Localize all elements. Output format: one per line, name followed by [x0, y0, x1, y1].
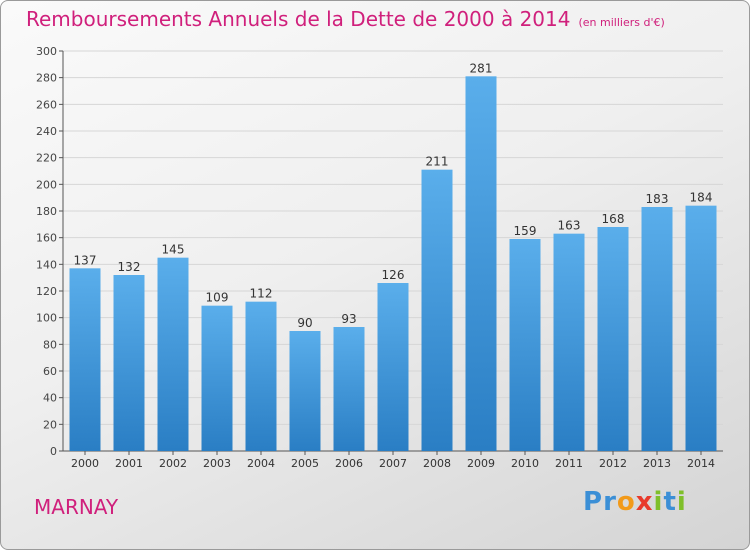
- logo-letter: i: [676, 487, 687, 517]
- x-tick-label-2005: 2005: [291, 457, 319, 470]
- bar-2000: [69, 268, 101, 451]
- value-label-2012: 168: [602, 212, 625, 226]
- y-tick-label: 20: [43, 418, 57, 431]
- bar-layer: [69, 76, 717, 451]
- y-tick-label: 300: [36, 45, 57, 58]
- y-tick-label: 160: [36, 232, 57, 245]
- value-label-2004: 112: [250, 287, 273, 301]
- bar-2002: [157, 257, 189, 451]
- x-tick-label-2004: 2004: [247, 457, 275, 470]
- commune-name: MARNAY: [34, 495, 119, 519]
- y-tick-label: 60: [43, 365, 57, 378]
- x-tick-label-2014: 2014: [687, 457, 715, 470]
- value-label-2002: 145: [162, 243, 185, 257]
- bar-2012: [597, 227, 629, 451]
- logo-letter: x: [635, 487, 654, 517]
- y-tick-label: 0: [50, 445, 57, 458]
- value-label-2003: 109: [206, 291, 229, 305]
- bar-2011: [553, 233, 585, 451]
- value-label-2007: 126: [382, 268, 405, 282]
- y-tick-label: 280: [36, 72, 57, 85]
- value-label-2001: 132: [118, 260, 141, 274]
- chart-title-unit: (en milliers d'€): [578, 16, 665, 29]
- label-layer: 137 132 145 109 112 90 93 126 211 281 159 163 168 183…: [74, 61, 713, 330]
- chart-title-main: Remboursements Annuels de la Dette de 20…: [26, 7, 571, 31]
- value-label-2011: 163: [558, 219, 581, 233]
- value-label-2005: 90: [297, 316, 312, 330]
- axis-layer: 0 20 40 60 80 100 120 140 160 180 200 220 240 260 280 3…: [36, 45, 723, 470]
- bar-2001: [113, 275, 145, 451]
- x-tick-label-2009: 2009: [467, 457, 495, 470]
- x-tick-label-2006: 2006: [335, 457, 363, 470]
- bar-2014: [685, 205, 717, 451]
- value-label-2010: 159: [514, 224, 537, 238]
- value-label-2014: 184: [690, 191, 713, 205]
- logo-letter: i: [653, 487, 664, 517]
- y-tick-label: 100: [36, 312, 57, 325]
- x-tick-label-2000: 2000: [71, 457, 99, 470]
- value-label-2006: 93: [341, 312, 356, 326]
- x-tick-label-2013: 2013: [643, 457, 671, 470]
- bar-2005: [289, 331, 321, 451]
- y-tick-label: 40: [43, 392, 57, 405]
- bar-2013: [641, 207, 673, 451]
- x-tick-label-2011: 2011: [555, 457, 583, 470]
- x-tick-label-2008: 2008: [423, 457, 451, 470]
- bar-2008: [421, 169, 453, 451]
- y-tick-label: 140: [36, 258, 57, 271]
- value-label-2009: 281: [470, 61, 493, 75]
- bar-2007: [377, 283, 409, 451]
- x-tick-label-2001: 2001: [115, 457, 143, 470]
- x-tick-label-2007: 2007: [379, 457, 407, 470]
- logo-letter: o: [616, 487, 636, 517]
- logo-letter: t: [663, 487, 677, 517]
- value-label-2013: 183: [646, 192, 669, 206]
- value-label-2008: 211: [426, 155, 449, 169]
- y-tick-label: 240: [36, 125, 57, 138]
- bar-2006: [333, 327, 365, 451]
- y-tick-label: 220: [36, 152, 57, 165]
- y-tick-label: 180: [36, 205, 57, 218]
- proxiti-logo: Proxiti: [583, 487, 687, 517]
- value-label-2000: 137: [74, 253, 97, 267]
- logo-letter: P: [583, 487, 604, 517]
- x-tick-label-2010: 2010: [511, 457, 539, 470]
- logo-letter: r: [603, 487, 617, 517]
- y-tick-label: 200: [36, 178, 57, 191]
- y-tick-label: 80: [43, 338, 57, 351]
- x-tick-label-2002: 2002: [159, 457, 187, 470]
- x-tick-label-2003: 2003: [203, 457, 231, 470]
- y-tick-label: 120: [36, 285, 57, 298]
- chart-title: Remboursements Annuels de la Dette de 20…: [26, 7, 665, 31]
- y-tick-label: 260: [36, 98, 57, 111]
- bar-2009: [465, 76, 497, 451]
- bar-2004: [245, 301, 277, 451]
- bar-2010: [509, 239, 541, 451]
- x-tick-label-2012: 2012: [599, 457, 627, 470]
- bar-2003: [201, 305, 233, 451]
